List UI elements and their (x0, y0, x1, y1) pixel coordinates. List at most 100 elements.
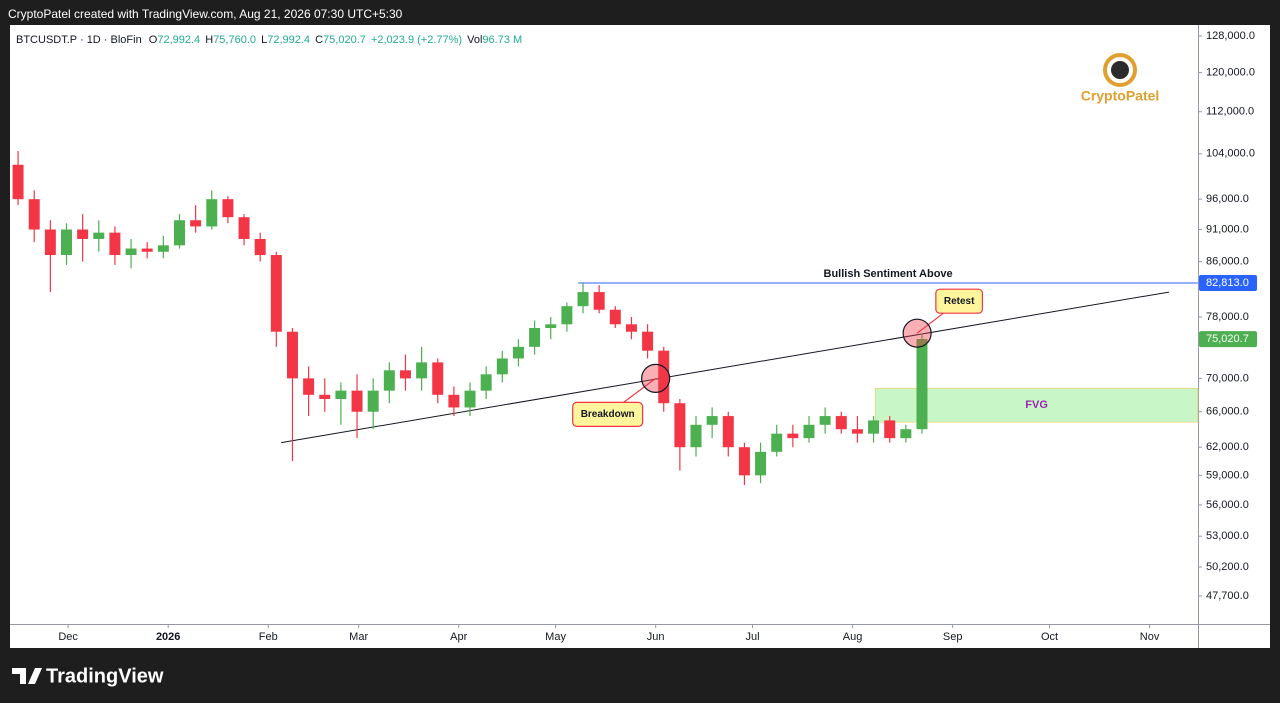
candle-body (545, 324, 557, 328)
candle-body (642, 331, 654, 351)
candle-body (254, 238, 266, 256)
callout-label: Breakdown (581, 409, 635, 420)
ohlc-value: 72,992.4 (267, 34, 310, 46)
x-tick-label: Apr (450, 631, 467, 643)
candle-body (609, 309, 621, 325)
x-tick-label: Feb (259, 631, 278, 643)
y-tick-label: 70,000.0 (1206, 372, 1249, 384)
candle-body (916, 339, 928, 430)
candle-body (529, 327, 541, 347)
y-tick-label: 53,000.0 (1206, 530, 1249, 542)
candle-body (77, 229, 89, 239)
candle-body (868, 420, 880, 434)
candle-body (464, 390, 476, 408)
candle-body (835, 416, 847, 430)
candle-body (755, 451, 767, 476)
candle-body (270, 255, 282, 332)
candle-body (367, 390, 379, 412)
volume: 96.73 M (482, 34, 522, 46)
x-tick-label: Nov (1140, 631, 1160, 643)
callout-label: Retest (944, 296, 975, 307)
candle-body (399, 370, 411, 379)
x-tick-label: Sep (943, 631, 963, 643)
footer-brand: TradingView (12, 665, 164, 687)
candle-body (125, 248, 137, 256)
candle-body (141, 248, 153, 252)
symbol: BTCUSDT.P · 1D · BloFin (16, 34, 142, 46)
candle-body (771, 433, 783, 452)
y-tick-label: 96,000.0 (1206, 193, 1249, 205)
volume-key: Vol (467, 34, 482, 46)
x-tick-label: Dec (58, 631, 78, 643)
ohlc-key: O (149, 34, 158, 46)
candle-body (593, 292, 605, 310)
candle-body (706, 416, 718, 425)
watermark: CryptoPatel (1081, 53, 1159, 104)
candle-body (12, 164, 24, 200)
ohlc-value: 72,992.4 (157, 34, 200, 46)
candle-body (416, 362, 428, 379)
ohlc-key: L (261, 34, 267, 46)
candle-body (480, 374, 492, 391)
candle-body (351, 390, 363, 412)
caption: CryptoPatel created with TradingView.com… (8, 7, 403, 21)
ohlc-value: 75,760.0 (213, 34, 256, 46)
candle-body (93, 232, 105, 239)
ohlc-key: H (205, 34, 213, 46)
candle-body (61, 229, 72, 256)
last-price-box (1199, 331, 1257, 348)
candle-body (44, 229, 56, 256)
y-tick-label: 120,000.0 (1206, 66, 1255, 78)
callout-circle (902, 318, 932, 348)
y-tick-label: 112,000.0 (1206, 106, 1254, 118)
ohlc-value: 75,020.7 (323, 34, 366, 46)
chart-panel (10, 25, 1270, 648)
logo-core (1111, 61, 1129, 79)
hline-price-label: 82,813.0 (1206, 277, 1249, 289)
brand-icon (12, 668, 42, 684)
candle-body (173, 220, 185, 246)
candle-body (206, 199, 218, 227)
candle-body (787, 433, 799, 439)
y-tick-label: 78,000.0 (1206, 311, 1249, 323)
candle-body (577, 292, 589, 307)
candle-body (432, 362, 444, 395)
y-tick-label: 86,000.0 (1206, 255, 1249, 267)
candle-body (900, 429, 912, 439)
x-tick-label: Oct (1041, 631, 1058, 643)
legend: BTCUSDT.P · 1D · BloFin O72,992.4 H75,76… (16, 34, 522, 46)
candle-body (335, 390, 347, 399)
y-tick-label: 128,000.0 (1206, 30, 1255, 42)
y-tick-label: 62,000.0 (1206, 441, 1249, 453)
x-tick-label: Jun (647, 631, 665, 643)
candle-body (561, 306, 573, 325)
candle-body (303, 378, 315, 395)
candle-body (884, 420, 896, 439)
candle-body (658, 350, 670, 404)
candle-body (157, 245, 169, 252)
trendline (281, 291, 1170, 444)
fvg-label: FVG (1025, 399, 1048, 411)
candle-body (690, 424, 702, 448)
y-tick-label: 50,200.0 (1206, 561, 1249, 573)
y-tick-label: 66,000.0 (1206, 406, 1249, 418)
change: +2,023.9 (+2.77%) (371, 34, 462, 46)
candle-body (496, 358, 508, 375)
candle-body (383, 370, 395, 391)
brand-name: TradingView (46, 665, 164, 687)
last-price-label: 75,020.7 (1206, 333, 1249, 345)
candle-body (512, 346, 524, 359)
x-tick-label: Jul (745, 631, 759, 643)
candle-body (222, 199, 234, 218)
plot: 128,000.0 120,000.0 112,000.0 104,000.0 96,0… (12, 30, 1257, 643)
y-tick-label: 104,000.0 (1206, 148, 1255, 160)
candle-body (722, 416, 734, 448)
candle-body (28, 199, 40, 230)
y-tick-label: 91,000.0 (1206, 223, 1249, 235)
candle-body (238, 217, 250, 239)
candle-body (286, 331, 298, 379)
candle-body (190, 220, 202, 227)
candle-body (319, 394, 331, 399)
logo-ring (1103, 53, 1137, 87)
